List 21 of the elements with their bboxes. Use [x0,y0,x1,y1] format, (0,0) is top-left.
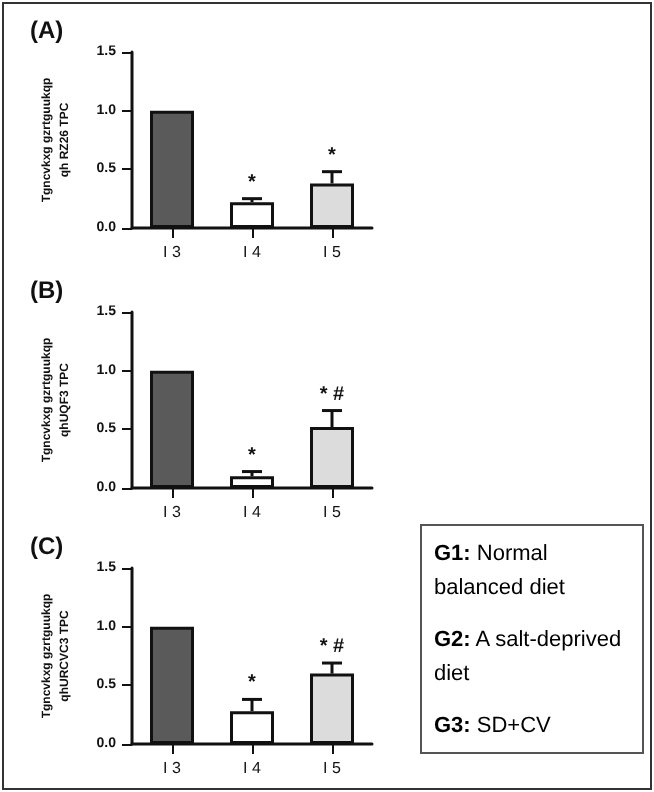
x-tick-label: I 5 [323,503,342,521]
chart-title: (A) [30,16,64,44]
text: G1: Normal balanced diet [434,540,567,604]
annotation: * # [319,383,346,406]
annotation: * [328,144,337,167]
annotation: * # [319,636,346,659]
annotation: * [248,444,257,467]
x-tick-label: I 5 [323,243,342,261]
chart-title: (B) [30,276,64,304]
annotation: * [248,672,257,695]
x-tick-label: I 4 [243,243,262,261]
x-tick-label: I 5 [323,759,342,777]
x-tick-label: I 3 [163,243,182,261]
x-tick-label: I 4 [243,759,262,777]
x-tick-label: I 3 [163,503,182,521]
annotation: * [248,171,257,194]
chart-title: (C) [30,532,64,560]
text: G2: A salt-deprived diet [434,626,624,690]
x-tick-label: I 3 [163,759,182,777]
x-tick-label: I 4 [243,503,262,521]
text: G3: SD+CV [434,712,553,742]
